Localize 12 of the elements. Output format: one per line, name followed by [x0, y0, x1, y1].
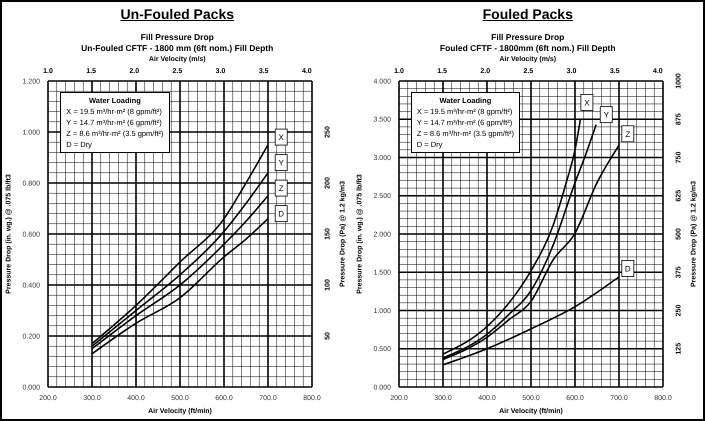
chart-title: Un-Fouled Packs — [119, 6, 236, 24]
annotation: D — [278, 210, 285, 219]
chart-title: Fouled Packs — [482, 6, 574, 24]
annotation: Y — [278, 158, 285, 168]
annotation: X — [584, 98, 590, 108]
annotation: D — [624, 264, 631, 274]
annotation: Y — [603, 110, 610, 120]
annotation: Z — [279, 184, 284, 194]
annotation: Z — [625, 130, 630, 139]
annotation: X — [278, 133, 285, 142]
chart-subtitle: Fill Pressure Drop Un-Fouled CFTF - 1800 mm (6ft nom.) Fill Depth — [80, 32, 274, 54]
chart-subtitle: Fill Pressure Drop Fouled CFTF - 1800mm (6ft nom.) Fill Depth — [438, 32, 617, 54]
